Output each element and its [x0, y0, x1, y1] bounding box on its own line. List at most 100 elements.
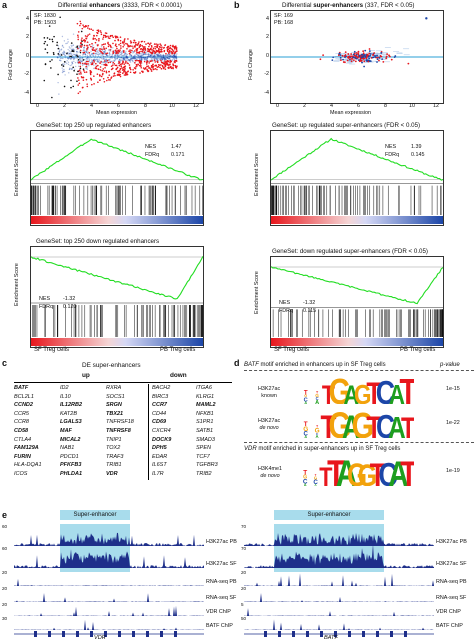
point: [140, 54, 143, 56]
point: [122, 57, 125, 60]
point: [91, 52, 93, 55]
point: [159, 54, 162, 56]
gene-item: EDAR: [152, 453, 168, 460]
point: [102, 54, 104, 56]
point: [103, 58, 105, 60]
point: [99, 57, 102, 59]
point: [132, 57, 134, 60]
point: [130, 55, 133, 57]
point: [146, 57, 149, 60]
point: [141, 58, 143, 60]
point: [79, 67, 82, 70]
point: [145, 53, 147, 56]
point: [133, 57, 135, 59]
point: [160, 44, 162, 47]
motif-logo-1: ACGTACGTTGAGTCAT: [304, 374, 414, 404]
point: [150, 66, 153, 68]
point: [166, 56, 169, 59]
point: [128, 45, 131, 48]
point: [164, 58, 166, 60]
point: [157, 56, 159, 58]
point: [110, 56, 112, 58]
point: [89, 55, 92, 57]
point: [143, 53, 145, 56]
point: [145, 52, 147, 54]
point: [166, 50, 169, 53]
point: [116, 53, 119, 56]
point: [100, 31, 102, 34]
point: [109, 44, 112, 47]
point: [352, 53, 355, 56]
point: [60, 60, 62, 62]
gene-item: IL7R: [152, 470, 164, 477]
panel-b-label: b: [234, 0, 240, 10]
point: [143, 53, 146, 56]
point: [167, 60, 170, 63]
point: [141, 44, 143, 47]
point: [174, 55, 176, 58]
point: [103, 56, 105, 58]
gene-item: CTLA4: [14, 436, 32, 443]
point: [163, 62, 166, 64]
point: [68, 72, 70, 74]
point: [110, 56, 112, 59]
point: [86, 68, 88, 71]
signal-track: [244, 532, 434, 546]
point: [101, 63, 103, 65]
point: [94, 41, 97, 44]
track-scale: 30: [2, 616, 8, 621]
point: [175, 57, 177, 59]
point: [157, 47, 160, 50]
logo-letter: G: [352, 408, 374, 438]
point: [136, 49, 138, 51]
track-label: VDR ChIP: [436, 609, 461, 615]
genome-browser-vdr: Super-enhancer 60 H3K27ac PB 60 H3K27ac SF 20…: [0, 510, 240, 641]
gene-item: TNIP1: [106, 436, 122, 443]
xlabel-a: Mean expression: [96, 110, 138, 116]
point: [168, 57, 171, 59]
point: [60, 54, 63, 56]
point: [59, 49, 61, 51]
point: [108, 70, 110, 73]
point: [77, 34, 79, 37]
point: [172, 55, 174, 57]
panel-c-label: c: [2, 358, 8, 368]
point: [140, 55, 142, 58]
point: [141, 56, 143, 59]
point: [113, 63, 116, 65]
point: [52, 51, 55, 54]
point: [114, 57, 116, 59]
point: [63, 53, 66, 55]
point: [344, 54, 347, 56]
nes-value: 1.47: [171, 144, 182, 150]
gene-item: CCR8: [14, 419, 29, 426]
logo-letter: G: [304, 394, 307, 398]
point: [70, 68, 73, 71]
point: [157, 54, 160, 56]
point: [131, 59, 133, 62]
point: [129, 58, 131, 61]
point: [127, 38, 129, 40]
gsea-down-b-svg: [270, 266, 444, 346]
point: [145, 52, 147, 55]
point: [116, 57, 118, 60]
point: [137, 63, 139, 66]
point: [155, 57, 157, 60]
yticks-a: 4 2 0 -2 -4: [24, 16, 29, 96]
point: [149, 56, 151, 58]
point: [141, 58, 143, 60]
gsea-up-b-title: GeneSet: up regulated super-enhancers (F…: [272, 122, 421, 129]
point: [160, 61, 163, 64]
point: [108, 59, 110, 61]
point: [81, 43, 83, 46]
point: [124, 52, 127, 54]
point: [134, 59, 137, 62]
point: [162, 56, 164, 58]
point: [147, 52, 150, 55]
point: [142, 54, 145, 56]
point: [123, 53, 126, 55]
point: [117, 57, 119, 59]
point: [122, 59, 125, 61]
point: [84, 35, 87, 37]
point: [86, 44, 88, 47]
